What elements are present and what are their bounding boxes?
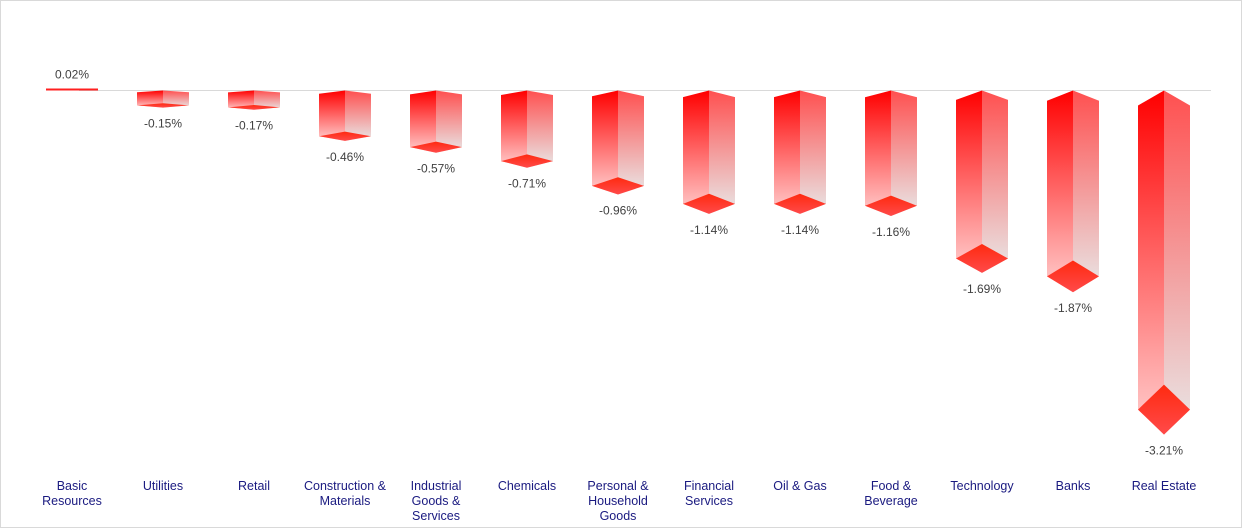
data-label: -0.17% [235,119,273,133]
category-label: Utilities [143,479,183,493]
bar-bottom-cap [410,141,462,153]
bar-bottom-cap [228,105,280,110]
category-label-line: Real Estate [1132,479,1197,493]
bar-group: -1.87% Banks [1047,90,1099,493]
bar-group: -0.17% Retail [228,90,280,493]
category-label: Financial Services [684,479,734,508]
category-label-line: Resources [42,494,102,508]
bar-group: -0.96% Personal & Household Goods [587,90,649,523]
bar-bottom-cap [137,103,189,108]
category-label-line: Goods & [412,494,461,508]
bar-right-face [345,90,371,141]
data-label: -1.14% [690,223,728,237]
category-label: Banks [1056,479,1091,493]
bar-right-face [709,90,735,214]
bar-right-face [618,90,644,195]
bar-group: -0.57% Industrial Goods & Services [410,90,462,523]
category-label-line: Oil & Gas [773,479,827,493]
data-label: -0.96% [599,204,637,218]
bar-bottom-cap [865,195,917,217]
category-label-line: Goods [600,509,637,523]
category-label: Chemicals [498,479,556,493]
bar-bottom-cap [1138,384,1190,435]
category-label: Technology [950,479,1014,493]
bar-left-face [1047,90,1073,293]
bar-bottom-cap [501,154,553,168]
bar-right-face [436,90,462,153]
bar-bottom-cap [683,193,735,214]
bar-right-face [254,90,280,110]
bar-bottom-cap [592,177,644,195]
bar-group: -1.16% Food & Beverage [864,90,918,508]
bar-right-face [982,90,1008,273]
bar-right-face [1164,90,1190,435]
category-label-line: Technology [950,479,1014,493]
bar-group: -1.14% Oil & Gas [773,90,827,493]
bar-group: -0.15% Utilities [137,90,189,493]
bar-group: -1.69% Technology [950,90,1014,493]
bar-left-face [956,90,982,273]
category-label: Personal & Household Goods [587,479,649,523]
bar-right-face [800,90,826,214]
bar-group: -0.46% Construction & Materials [304,90,387,508]
bar-right-face [1073,90,1099,293]
data-label: 0.02% [55,68,89,82]
category-label-line: Industrial [411,479,462,493]
category-label: Oil & Gas [773,479,827,493]
category-label-line: Food & [871,479,912,493]
bar-left-face [228,90,254,110]
bar-left-face [501,90,527,168]
data-label: -1.69% [963,282,1001,296]
category-label-line: Chemicals [498,479,556,493]
category-label-line: Banks [1056,479,1091,493]
bar-bottom-cap [319,131,371,141]
bar-group: -0.71% Chemicals [498,90,556,493]
data-label: -3.21% [1145,444,1183,458]
data-label: -1.16% [872,225,910,239]
category-label-line: Retail [238,479,270,493]
bar-group: 0.02% Basic Resources [42,68,102,509]
category-label-line: Financial [684,479,734,493]
data-label: -0.71% [508,177,546,191]
bar-right-face [527,90,553,168]
bar-bottom-cap [1047,260,1099,293]
bar-bottom-cap [774,193,826,214]
bar-left-face [774,90,800,214]
bar-left-face [592,90,618,195]
category-label-line: Basic [57,479,88,493]
bar-left-face [137,90,163,108]
data-label: -0.15% [144,117,182,131]
bar [46,88,98,91]
category-label-line: Services [685,494,733,508]
category-label: Basic Resources [42,479,102,508]
category-label: Food & Beverage [864,479,918,508]
bar-left-face [865,90,891,217]
bar-group: -3.21% Real Estate [1132,90,1197,493]
category-label-line: Construction & [304,479,387,493]
category-label: Construction & Materials [304,479,387,508]
category-label-line: Household [588,494,648,508]
category-label: Retail [238,479,270,493]
bar-right-face [891,90,917,217]
data-label: -0.46% [326,150,364,164]
bar-left-face [1138,90,1164,435]
bar-left-face [319,90,345,141]
category-label: Real Estate [1132,479,1197,493]
bar-right-face [163,90,189,108]
bar-group: -1.14% Financial Services [683,90,735,508]
category-label-line: Utilities [143,479,183,493]
category-label-line: Services [412,509,460,523]
data-label: -1.87% [1054,301,1092,315]
category-label-line: Beverage [864,494,918,508]
category-label-line: Personal & [587,479,649,493]
data-label: -1.14% [781,223,819,237]
data-label: -0.57% [417,162,455,176]
category-label-line: Materials [320,494,371,508]
bar-bottom-cap [956,244,1008,273]
bar-left-face [410,90,436,153]
bar-left-face [683,90,709,214]
category-label: Industrial Goods & Services [411,479,462,523]
